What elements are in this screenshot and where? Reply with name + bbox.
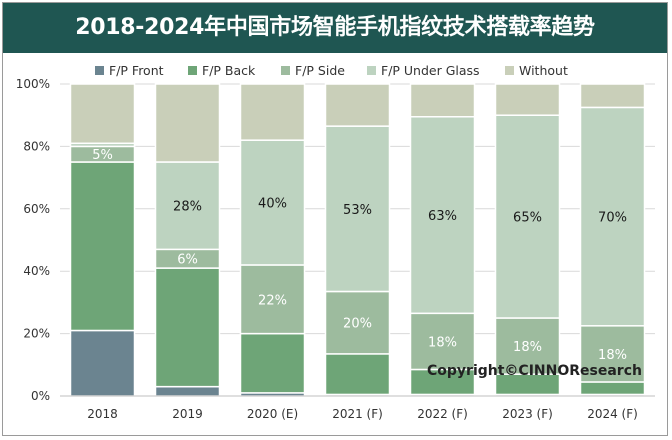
x-tick-label: 2020 (E) <box>247 407 298 421</box>
data-label: 22% <box>258 293 287 308</box>
bar-segment-f-p-back <box>579 381 646 396</box>
bar-segment-f-p-side <box>579 325 646 383</box>
data-label: 53% <box>343 203 372 218</box>
data-label: 18% <box>513 340 542 355</box>
bar-segment-f-p-side <box>409 312 476 371</box>
data-label: 5% <box>92 148 113 163</box>
legend: F/P Front F/P Back F/P Side F/P Under Glass… <box>95 63 568 78</box>
x-tick-label: 2022 (F) <box>417 407 468 421</box>
legend-swatch <box>188 66 197 75</box>
y-tick-label: 100% <box>16 77 50 91</box>
x-tick-label: 2023 (F) <box>502 407 553 421</box>
legend-label: Without <box>519 63 568 78</box>
bar-segment-f-p-under-glass <box>154 161 221 251</box>
x-tick-label: 2024 (F) <box>587 407 638 421</box>
legend-swatch <box>505 66 514 75</box>
x-tick-label: 2021 (F) <box>332 407 383 421</box>
data-label: 18% <box>428 335 457 350</box>
legend-swatch <box>281 66 290 75</box>
data-label: 65% <box>513 211 542 226</box>
y-tick-label: 40% <box>23 264 50 278</box>
bar-segment-f-p-under-glass <box>579 106 646 327</box>
legend-label: F/P Under Glass <box>381 63 480 78</box>
bar-segment-f-p-back <box>409 368 476 396</box>
x-tick-label: 2019 <box>172 407 203 421</box>
axis-layer: 0% 20% 40% 60% 80% 100% 2018 2019 2020 (E) 2021 (… <box>16 77 655 421</box>
y-tick-label: 0% <box>31 389 50 403</box>
bar-segment-f-p-front <box>69 329 136 397</box>
bar-segment-f-p-side <box>324 290 391 355</box>
data-label: 63% <box>428 209 457 224</box>
data-label: 18% <box>598 348 627 363</box>
bar-segment-without <box>494 83 561 116</box>
data-label: 40% <box>258 197 287 212</box>
bar-segment-f-p-under-glass <box>409 116 476 315</box>
bar-segment-f-p-front <box>154 385 221 397</box>
bar-segment-f-p-under-glass <box>494 114 561 319</box>
watermark-text: Copyright©CINNOResearch <box>427 363 642 379</box>
bar-segment-without <box>409 83 476 118</box>
y-tick-label: 60% <box>23 202 50 216</box>
bar-segment-without <box>154 83 221 163</box>
data-label: 6% <box>177 253 198 268</box>
data-label: 28% <box>173 200 202 215</box>
legend-swatch <box>95 66 104 75</box>
legend-swatch <box>367 66 376 75</box>
bar-segment-f-p-under-glass <box>239 139 306 266</box>
bar-segment-without <box>324 83 391 127</box>
bars-layer <box>69 83 646 397</box>
legend-label: F/P Side <box>295 63 345 78</box>
y-tick-label: 80% <box>23 139 50 153</box>
x-tick-label: 2018 <box>87 407 118 421</box>
bar-segment-f-p-side <box>494 317 561 375</box>
bar-segment-without <box>239 83 306 141</box>
bar-segment-f-p-side <box>239 264 306 335</box>
labels-layer: 5% 6% 28% 22% 40% 20% 53% 18% 63% 18% 65% 18% 70% <box>92 148 627 363</box>
bar-segment-without <box>69 83 136 145</box>
data-label: 20% <box>343 317 372 332</box>
legend-label: F/P Front <box>109 63 164 78</box>
y-tick-label: 20% <box>23 327 50 341</box>
bar-segment-f-p-back <box>324 353 391 396</box>
bar-segment-f-p-back <box>154 267 221 388</box>
legend-label: F/P Back <box>202 63 256 78</box>
bar-segment-f-p-under-glass <box>324 125 391 293</box>
chart-title: 2018-2024年中国市场智能手机指纹技术搭载率趋势 <box>3 3 667 53</box>
bar-segment-without <box>579 83 646 109</box>
bar-segment-f-p-back <box>239 332 306 394</box>
data-label: 70% <box>598 211 627 226</box>
bar-segment-f-p-back <box>69 161 136 332</box>
